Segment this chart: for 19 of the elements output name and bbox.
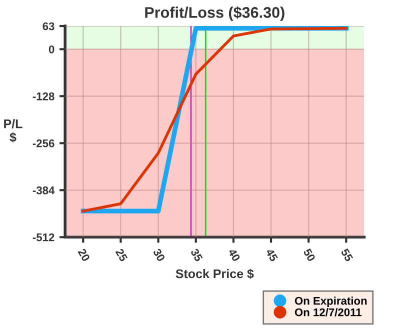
legend-label: On Expiration [294, 296, 367, 307]
legend-label: On 12/7/2011 [294, 308, 362, 316]
x-tick-label: 25 [115, 248, 128, 262]
y-axis-title: P/L $ [4, 119, 22, 142]
y-tick-label: -512 [32, 233, 54, 242]
x-tick-label: 35 [190, 248, 204, 262]
x-axis-title: Stock Price $ [176, 268, 254, 279]
x-tick-label: 20 [78, 248, 90, 262]
y-tick-label: 0 [48, 45, 54, 54]
x-tick-label: 50 [303, 248, 316, 262]
y-tick-label: 63 [42, 22, 54, 30]
chart-title: Profit/Loss ($36.30) [145, 6, 284, 21]
y-tick-label: -256 [32, 139, 54, 148]
y-tick-label: -128 [32, 92, 54, 100]
y-tick-label: -384 [32, 186, 55, 194]
x-tick-label: 30 [152, 248, 166, 262]
x-tick-label: 45 [265, 248, 278, 262]
x-tick-label: 40 [228, 248, 241, 262]
x-tick-label: 55 [340, 248, 354, 262]
